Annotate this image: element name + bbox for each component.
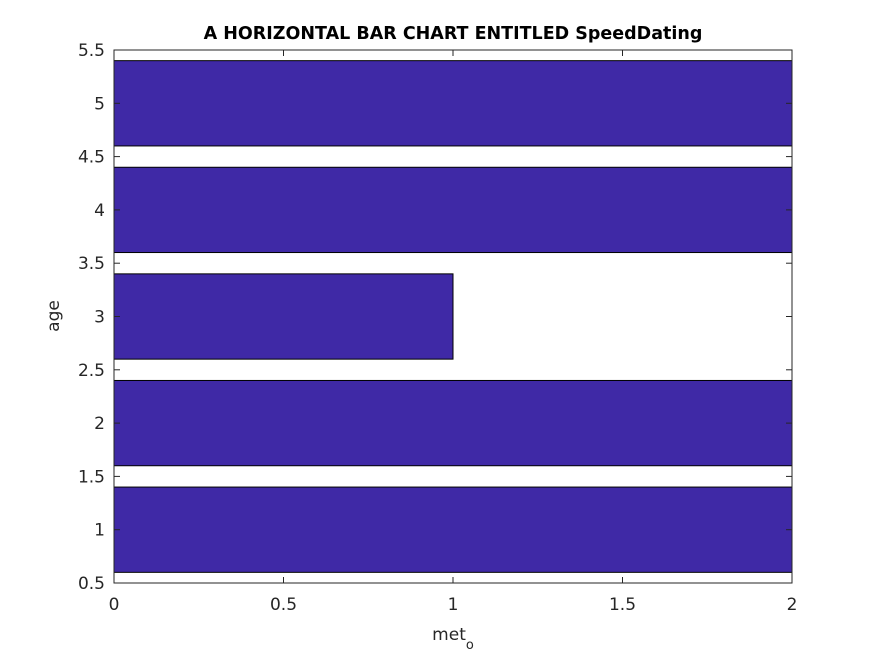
x-axis: 0 0.5 1 1.5 2 xyxy=(109,50,798,615)
y-tick-label: 5 xyxy=(94,94,105,114)
chart-title: A HORIZONTAL BAR CHART ENTITLED SpeedDat… xyxy=(204,24,703,44)
bar-age-4 xyxy=(113,166,793,254)
y-tick-label: 4.5 xyxy=(78,148,105,168)
y-tick-label: 3 xyxy=(94,308,105,328)
x-tick-label: 1 xyxy=(448,595,459,615)
x-tick-label: 0 xyxy=(109,595,120,615)
x-axis-label: meto xyxy=(432,625,474,653)
y-tick-label: 4 xyxy=(94,201,105,221)
x-tick-label: 2 xyxy=(787,595,798,615)
y-axis-label: age xyxy=(44,300,64,332)
x-axis-label-subscript: o xyxy=(466,638,474,653)
y-tick-label: 0.5 xyxy=(78,574,105,594)
y-tick-label: 1 xyxy=(94,521,105,541)
x-tick-label: 0.5 xyxy=(270,595,297,615)
y-tick-label: 5.5 xyxy=(78,41,105,61)
bar-age-1 xyxy=(113,486,793,573)
y-tick-label: 1.5 xyxy=(78,467,105,487)
bars-layer xyxy=(113,60,793,573)
y-tick-label: 2.5 xyxy=(78,361,105,381)
bar-age-5 xyxy=(113,60,793,147)
y-tick-label: 2 xyxy=(94,414,105,434)
x-axis-label-main: met xyxy=(432,625,466,645)
bar-age-2 xyxy=(113,379,793,467)
y-tick-label: 3.5 xyxy=(78,254,105,274)
bar-age-3 xyxy=(113,273,454,360)
y-axis: 0.5 1 1.5 2 2.5 3 3.5 4 4.5 5 5.5 xyxy=(78,41,792,594)
x-tick-label: 1.5 xyxy=(609,595,636,615)
